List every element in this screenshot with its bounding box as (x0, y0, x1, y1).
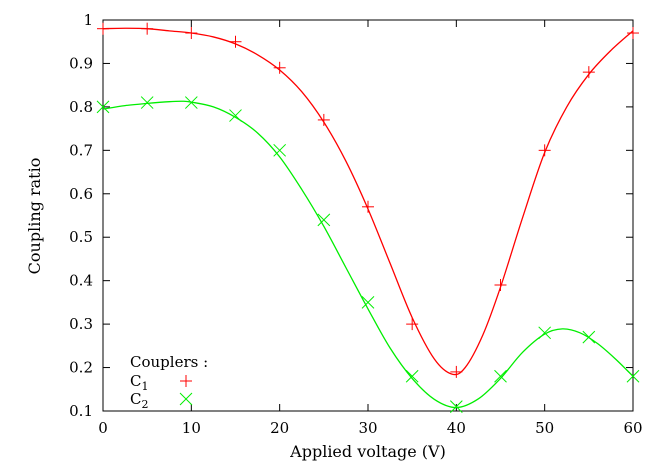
series-c1-point (141, 22, 154, 35)
series-c1-point (538, 144, 551, 157)
x-axis-title: Applied voltage (V) (289, 442, 446, 461)
legend-label-c1: C1 (130, 372, 148, 393)
series-c1-point (627, 27, 639, 40)
y-tick-label: 0.7 (69, 141, 93, 159)
marker-stroke (229, 109, 242, 122)
y-tick-label: 0.1 (69, 402, 93, 420)
series-c2-point (538, 326, 552, 340)
legend-marker-c1 (180, 375, 192, 387)
x-tick-label: 40 (447, 419, 466, 437)
series-c1-point (362, 200, 374, 213)
marker-stroke (184, 96, 198, 109)
marker-stroke (626, 369, 640, 383)
series-c1-point (185, 27, 198, 40)
marker-stroke (405, 369, 419, 383)
series-c1-point (406, 318, 419, 331)
series-c2-point (361, 296, 375, 309)
x-tick-label: 60 (623, 419, 642, 437)
series-c1-point (450, 365, 463, 378)
series-c1-point (273, 61, 286, 74)
y-tick-label: 0.4 (69, 272, 93, 290)
series-c1-point (494, 279, 507, 292)
data-markers (96, 22, 640, 414)
series-c2-point (626, 369, 640, 383)
legend-label-c2: C2 (130, 390, 148, 411)
marker-stroke (140, 96, 154, 109)
y-tick-label: 0.5 (69, 228, 93, 246)
marker-stroke (317, 213, 331, 227)
series-c2-point (96, 100, 110, 114)
series-c1-point (582, 66, 595, 79)
series-c2-fit-line (102, 100, 634, 409)
marker-stroke (96, 100, 110, 114)
series-c1-point (317, 113, 330, 126)
y-tick-label: 0.8 (69, 98, 93, 116)
x-tick-label: 30 (358, 419, 377, 437)
series-c2-point (405, 369, 419, 383)
y-axis-title: Coupling ratio (25, 158, 44, 275)
legend-title: Couplers : (130, 353, 208, 371)
series-c2-point (494, 369, 507, 383)
x-tick-label: 20 (270, 419, 289, 437)
y-tick-label: 0.6 (69, 185, 93, 203)
x-tick-label: 0 (98, 419, 108, 437)
y-tick-label: 0.2 (69, 359, 93, 377)
axis-labels: Applied voltage (V) Coupling ratio (25, 158, 446, 461)
marker-stroke (494, 369, 507, 383)
marker-stroke (361, 296, 375, 309)
x-tick-label: 10 (182, 419, 201, 437)
series-c1-point (97, 22, 109, 35)
series-c2-point (449, 400, 463, 414)
axis-ticks: 0 10 20 30 40 50 60 0.1 0.2 0.3 0.4 0.5 0.6 0.7 0.8 0.9… (69, 11, 642, 437)
series-c1-point (229, 35, 242, 48)
marker-stroke (273, 143, 287, 157)
legend-marker-c2 (179, 392, 193, 406)
fit-curves (102, 27, 634, 409)
y-tick-label: 0.3 (69, 315, 93, 333)
marker-stroke (538, 326, 552, 340)
marker-stroke (449, 400, 463, 414)
series-c2-point (184, 96, 198, 109)
series-c2-point (317, 213, 331, 227)
y-tick-label: 1 (83, 11, 93, 29)
x-tick-label: 50 (535, 419, 554, 437)
marker-stroke (179, 392, 193, 406)
y-tick-label: 0.9 (69, 54, 93, 72)
marker-stroke (582, 330, 596, 344)
series-c2-point (273, 143, 287, 157)
series-c2-point (229, 109, 242, 122)
series-c2-point (140, 96, 154, 109)
series-c2-point (582, 330, 596, 344)
